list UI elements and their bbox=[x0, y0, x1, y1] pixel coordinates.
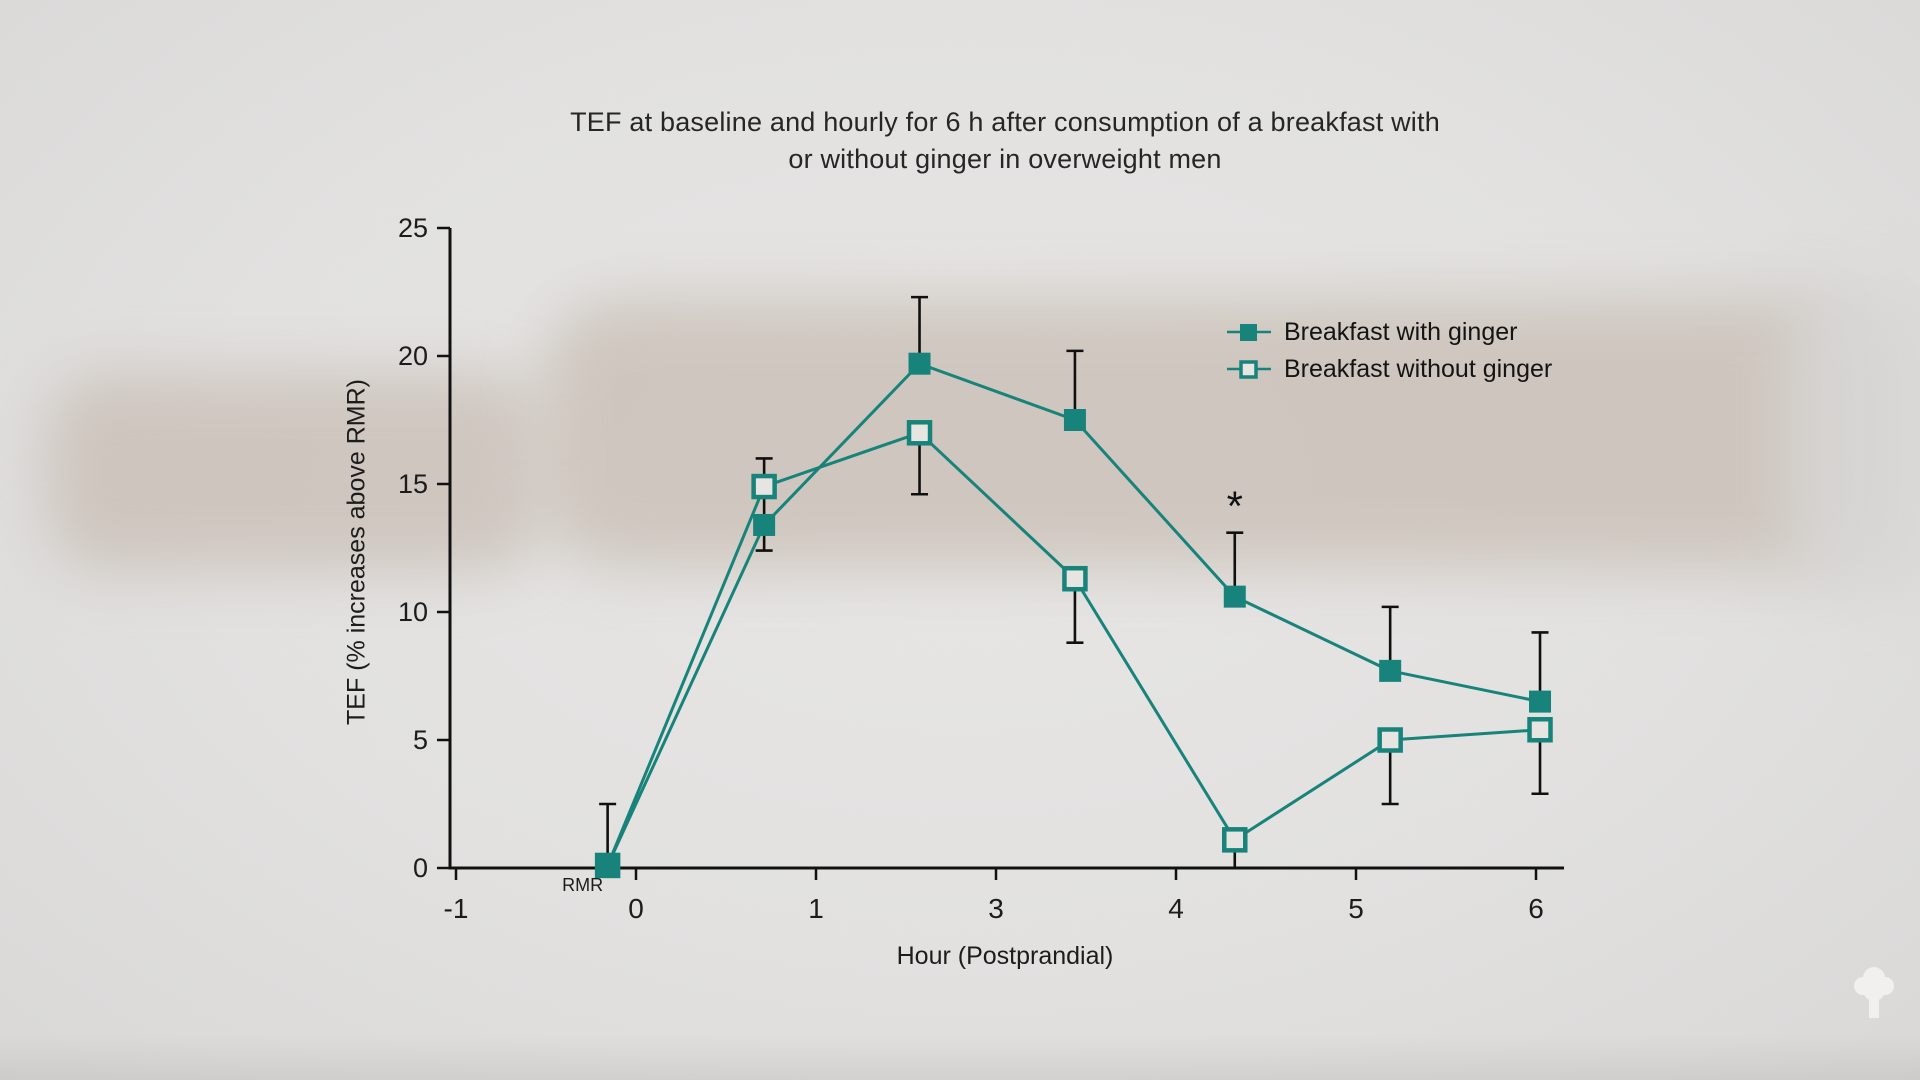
marker-open-square bbox=[1062, 565, 1088, 592]
chart-title-line1: TEF at baseline and hourly for 6 h after… bbox=[570, 107, 1440, 137]
marker-open-square bbox=[1222, 827, 1248, 853]
x-tick-label: -1 bbox=[444, 893, 469, 924]
legend-entry-with-ginger: Breakfast with ginger bbox=[1226, 316, 1552, 348]
series-line-without-ginger bbox=[606, 431, 1541, 867]
legend: Breakfast with ginger Breakfast without … bbox=[1226, 316, 1552, 385]
x-tick-label: 0 bbox=[628, 893, 644, 924]
chart-title: TEF at baseline and hourly for 6 h after… bbox=[405, 104, 1605, 178]
legend-label-with-ginger: Breakfast with ginger bbox=[1284, 317, 1518, 346]
baseline-rmr-label: RMR bbox=[562, 875, 603, 895]
marker-open-square bbox=[1527, 717, 1553, 743]
marker-filled-square bbox=[908, 352, 931, 375]
marker-filled-square bbox=[1379, 659, 1402, 682]
x-tick-label: 3 bbox=[988, 893, 1004, 924]
marker-open-square bbox=[906, 420, 933, 446]
marker-filled-square bbox=[1063, 409, 1086, 431]
y-tick-label: 20 bbox=[398, 341, 428, 371]
y-tick-label: 15 bbox=[398, 469, 428, 499]
x-tick-label: 5 bbox=[1348, 893, 1364, 924]
bottom-shade bbox=[0, 1034, 1920, 1080]
y-tick-label: 10 bbox=[398, 597, 428, 627]
marker-open-square bbox=[751, 473, 777, 500]
marker-filled-square bbox=[1223, 585, 1246, 608]
x-tick-label: 4 bbox=[1168, 893, 1184, 924]
filled-square-marker-icon bbox=[1227, 324, 1271, 341]
x-tick-label: 6 bbox=[1528, 893, 1544, 924]
legend-entry-without-ginger: Breakfast without ginger bbox=[1226, 353, 1552, 385]
y-tick-label: 25 bbox=[398, 213, 428, 243]
marker-filled-square bbox=[596, 854, 619, 877]
y-axis-label: TEF (% increases above RMR) bbox=[342, 379, 371, 725]
y-tick-label: 0 bbox=[413, 853, 428, 883]
marker-filled-square bbox=[1529, 690, 1552, 713]
legend-label-without-ginger: Breakfast without ginger bbox=[1284, 354, 1553, 383]
open-square-marker-icon bbox=[1227, 360, 1271, 379]
chart-title-line2: or without ginger in overweight men bbox=[788, 144, 1222, 174]
marker-filled-square bbox=[753, 513, 776, 536]
x-tick-label: 1 bbox=[808, 893, 824, 924]
y-tick-label: 5 bbox=[413, 725, 428, 755]
significance-asterisk: * bbox=[1227, 483, 1243, 530]
tree-watermark-icon bbox=[1854, 967, 1894, 1018]
x-axis-label: Hour (Postprandial) bbox=[896, 942, 1114, 970]
marker-open-square bbox=[1377, 727, 1403, 753]
